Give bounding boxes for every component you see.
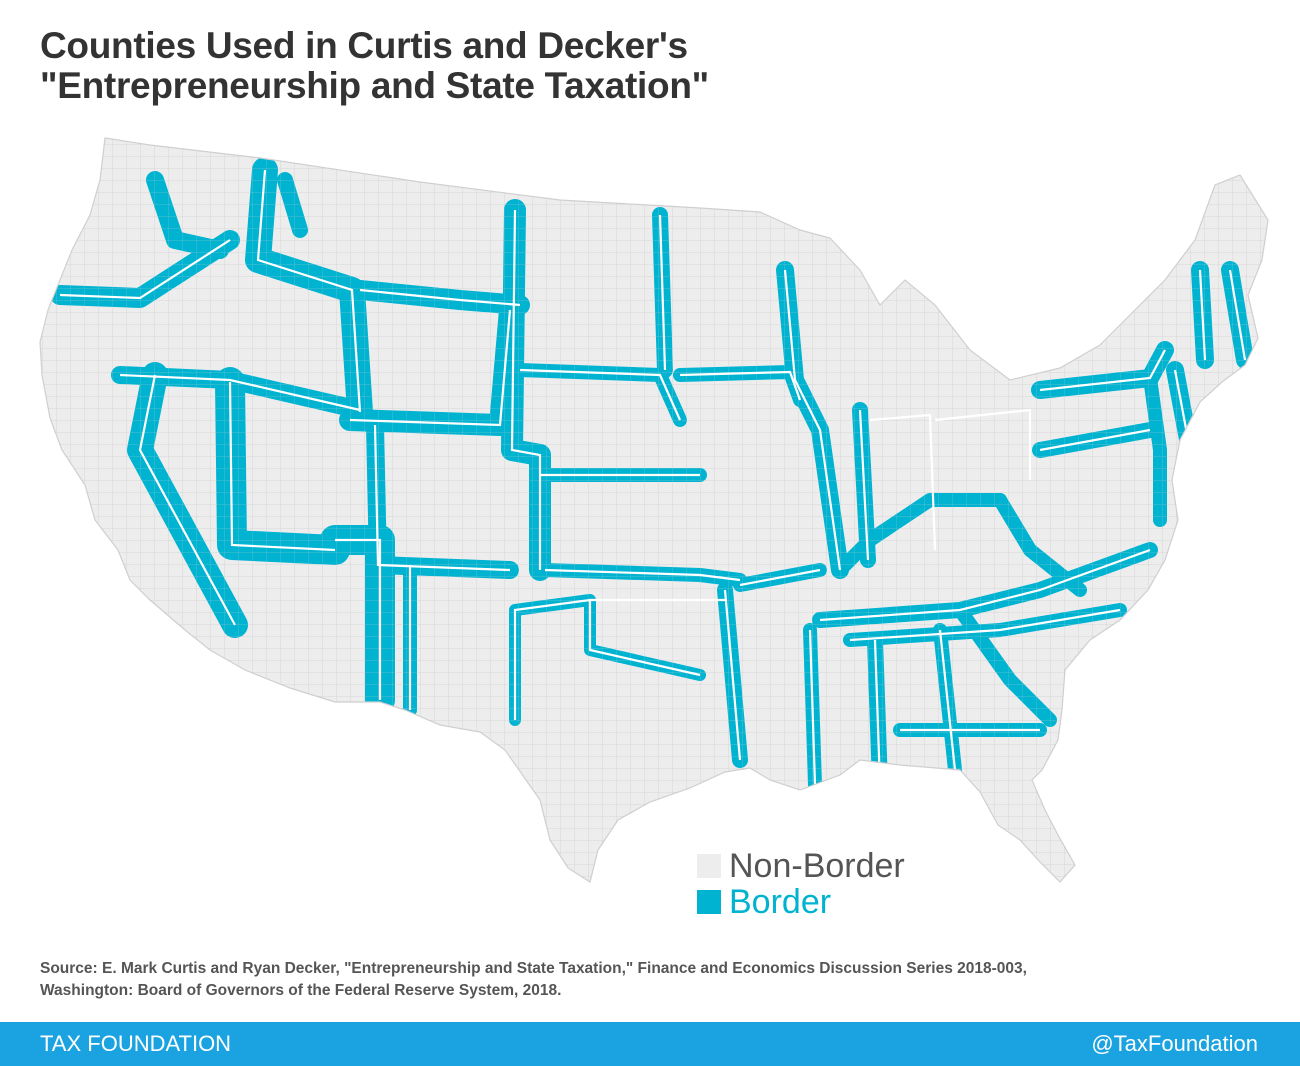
chart-title-line-1: Counties Used in Curtis and Decker's [40,25,688,66]
source-note: Source: E. Mark Curtis and Ryan Decker, … [40,958,1260,1002]
us-outline [39,137,1269,883]
state-boundaries [59,169,1247,786]
legend-swatch-non-border [697,854,721,878]
legend-item-non-border: Non-Border [697,848,905,884]
border-county-grid-overlay [40,138,1268,882]
us-map-svg [39,137,1269,883]
map-legend: Non-Border Border [697,848,905,920]
source-line-1: Source: E. Mark Curtis and Ryan Decker, … [40,960,1027,977]
footer-brand: TAX FOUNDATION [40,1031,232,1056]
footer-bar: TAX FOUNDATION @TaxFoundation [0,1022,1300,1066]
us-county-map [0,120,1300,940]
legend-item-border: Border [697,884,905,920]
legend-swatch-border [697,890,721,914]
source-line-2: Washington: Board of Governors of the Fe… [40,982,562,999]
chart-title-line-2: "Entrepreneurship and State Taxation" [40,65,709,106]
legend-label-border: Border [729,883,832,921]
chart-title: Counties Used in Curtis and Decker's "En… [40,26,940,106]
legend-label-non-border: Non-Border [729,847,905,885]
footer-handle: @TaxFoundation [1091,1031,1258,1056]
border-counties [40,138,1268,882]
